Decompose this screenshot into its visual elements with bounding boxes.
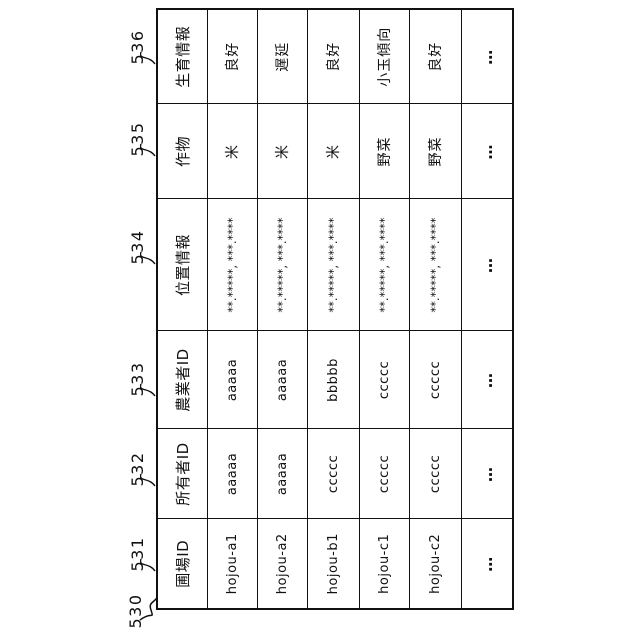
- cell-ellipsis: …: [461, 429, 513, 519]
- cell-field-id: hojou-a1: [207, 519, 257, 609]
- ref-squiggle-534: [140, 251, 156, 265]
- cell-crop: 米: [257, 104, 307, 199]
- cell-ellipsis: …: [461, 104, 513, 199]
- header-location-info: 位置情報: [157, 199, 207, 331]
- cell-farmer-id: aaaaa: [257, 331, 307, 429]
- header-owner-id: 所有者ID: [157, 429, 207, 519]
- cell-location: **.*****, ***.****: [307, 199, 359, 331]
- cell-location: **.*****, ***.****: [207, 199, 257, 331]
- cell-owner-id: aaaaa: [207, 429, 257, 519]
- header-farmer-id: 農業者ID: [157, 331, 207, 429]
- cell-farmer-id: aaaaa: [207, 331, 257, 429]
- cell-owner-id: ccccc: [409, 429, 461, 519]
- cell-growth: 遅延: [257, 9, 307, 104]
- ref-squiggle-532: [140, 473, 156, 487]
- ref-label-530: 530: [126, 587, 159, 634]
- table-row-hojou-c1: hojou-c1 ccccc ccccc **.*****, ***.**** …: [359, 9, 409, 609]
- cell-ellipsis: …: [461, 9, 513, 104]
- ref-squiggle-533: [140, 383, 156, 397]
- header-field-id: 圃場ID: [157, 519, 207, 609]
- cell-ellipsis: …: [461, 331, 513, 429]
- cell-owner-id: ccccc: [307, 429, 359, 519]
- cell-crop: 野菜: [409, 104, 461, 199]
- table-row-hojou-c2: hojou-c2 ccccc ccccc **.*****, ***.**** …: [409, 9, 461, 609]
- ref-label-532: 532: [128, 444, 156, 494]
- header-row: 圃場ID 所有者ID 農業者ID 位置情報 作物 生育情報: [157, 9, 207, 609]
- header-growth-info: 生育情報: [157, 9, 207, 104]
- cell-farmer-id: bbbbb: [307, 331, 359, 429]
- ref-squiggle-536: [140, 51, 156, 65]
- ref-label-534: 534: [128, 222, 156, 272]
- ref-label-533: 533: [128, 354, 156, 404]
- ref-label-535: 535: [128, 114, 156, 164]
- table-row-hojou-a1: hojou-a1 aaaaa aaaaa **.*****, ***.**** …: [207, 9, 257, 609]
- field-info-table: 圃場ID 所有者ID 農業者ID 位置情報 作物 生育情報 hojou-a1 a…: [156, 8, 514, 610]
- ref-squiggle-535: [140, 143, 156, 157]
- cell-growth: 良好: [207, 9, 257, 104]
- cell-field-id: hojou-b1: [307, 519, 359, 609]
- cell-crop: 米: [307, 104, 359, 199]
- cell-crop: 米: [207, 104, 257, 199]
- cell-growth: 良好: [409, 9, 461, 104]
- figure-rotated-table: 530 531 532 533 534: [126, 0, 514, 629]
- cell-field-id: hojou-c1: [359, 519, 409, 609]
- cell-growth: 小玉傾向: [359, 9, 409, 104]
- cell-location: **.*****, ***.****: [409, 199, 461, 331]
- table-row-hojou-b1: hojou-b1 ccccc bbbbb **.*****, ***.**** …: [307, 9, 359, 609]
- cell-growth: 良好: [307, 9, 359, 104]
- ref-label-531: 531: [128, 529, 156, 579]
- cell-farmer-id: ccccc: [409, 331, 461, 429]
- cell-location: **.*****, ***.****: [257, 199, 307, 331]
- ref-squiggle-531: [140, 558, 156, 572]
- cell-owner-id: aaaaa: [257, 429, 307, 519]
- header-crop: 作物: [157, 104, 207, 199]
- cell-field-id: hojou-a2: [257, 519, 307, 609]
- cell-location: **.*****, ***.****: [359, 199, 409, 331]
- table-header: 圃場ID 所有者ID 農業者ID 位置情報 作物 生育情報: [157, 9, 207, 609]
- cell-ellipsis: …: [461, 519, 513, 609]
- cell-ellipsis: …: [461, 199, 513, 331]
- ref-label-536: 536: [128, 22, 156, 72]
- table-body: hojou-a1 aaaaa aaaaa **.*****, ***.**** …: [207, 9, 513, 609]
- cell-owner-id: ccccc: [359, 429, 409, 519]
- cell-farmer-id: ccccc: [359, 331, 409, 429]
- table-row-ellipsis: … … … … … …: [461, 9, 513, 609]
- cell-field-id: hojou-c2: [409, 519, 461, 609]
- table-row-hojou-a2: hojou-a2 aaaaa aaaaa **.*****, ***.**** …: [257, 9, 307, 609]
- cell-crop: 野菜: [359, 104, 409, 199]
